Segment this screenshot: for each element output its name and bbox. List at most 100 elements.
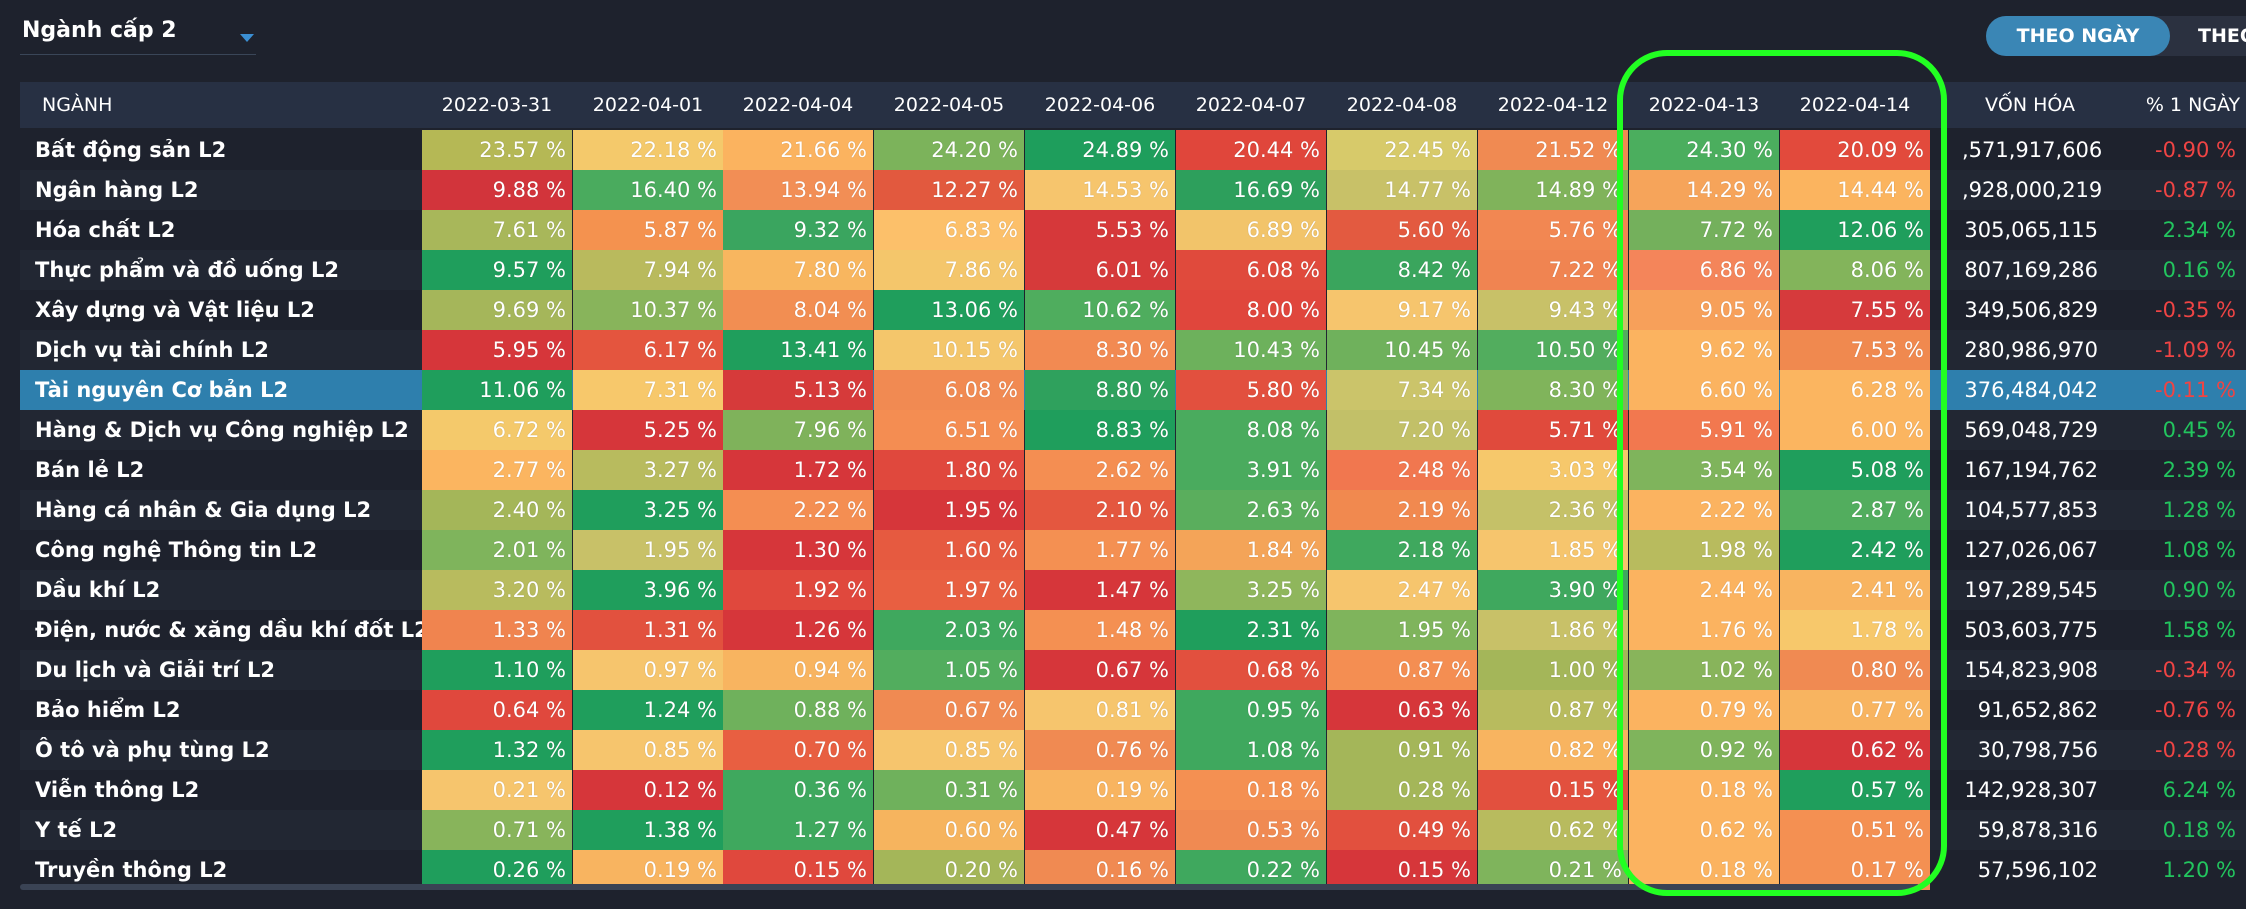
table-row[interactable]: Thực phẩm và đồ uống L2 9.57 % 7.94 % 7.80 … — [20, 250, 2246, 290]
heat-cell: 22.45 % — [1327, 130, 1477, 170]
table-row[interactable]: Bảo hiểm L2 0.64 % 1.24 % 0.88 % 0.67 % 0.81 … — [20, 690, 2246, 730]
table-row[interactable]: Dầu khí L2 3.20 % 3.96 % 1.92 % 1.97 % 1.47 %… — [20, 570, 2246, 610]
heat-cell: 11.06 % — [422, 370, 572, 410]
heat-cell: 5.91 % — [1629, 410, 1779, 450]
heat-cell: 2.03 % — [874, 610, 1024, 650]
heat-cell: 0.85 % — [874, 730, 1024, 770]
heat-cell: 0.12 % — [573, 770, 723, 810]
heat-cell: 24.30 % — [1629, 130, 1779, 170]
table-row[interactable]: Bất động sản L2 23.57 % 22.18 % 21.66 % 24.2… — [20, 130, 2246, 170]
column-header-date[interactable]: 2022-04-01 — [592, 94, 704, 116]
column-header-change[interactable]: % 1 NGÀY — [2145, 94, 2241, 116]
heat-cell: 22.18 % — [573, 130, 723, 170]
heat-cell: 2.47 % — [1327, 570, 1477, 610]
heat-cell: 1.00 % — [1478, 650, 1628, 690]
market-cap: 59,878,316 — [1977, 818, 2098, 842]
industry-name: Tài nguyên Cơ bản L2 — [35, 378, 289, 402]
column-header-date[interactable]: 2022-04-12 — [1497, 94, 1609, 116]
industry-level-dropdown[interactable]: Ngành cấp 2 — [20, 10, 256, 55]
table-row[interactable]: Ô tô và phụ tùng L2 1.32 % 0.85 % 0.70 % 0.8… — [20, 730, 2246, 770]
heat-cell: 3.25 % — [1176, 570, 1326, 610]
heat-cell: 7.55 % — [1780, 290, 1930, 330]
highlight-outline — [1617, 50, 1947, 896]
heat-cell: 0.18 % — [1176, 770, 1326, 810]
heat-cell: 8.83 % — [1025, 410, 1175, 450]
by-other-button[interactable]: THEO — [2198, 25, 2246, 47]
heat-cell: 0.92 % — [1629, 730, 1779, 770]
table-row[interactable]: Hàng cá nhân & Gia dụng L2 2.40 % 3.25 % 2.… — [20, 490, 2246, 530]
heat-cell: 0.49 % — [1327, 810, 1477, 850]
heat-cell: 3.03 % — [1478, 450, 1628, 490]
column-header-date[interactable]: 2022-04-07 — [1195, 94, 1307, 116]
column-header-nganh[interactable]: NGÀNH — [42, 94, 113, 116]
table-row[interactable]: Công nghệ Thông tin L2 2.01 % 1.95 % 1.30 %… — [20, 530, 2246, 570]
daily-change: 1.58 % — [2162, 618, 2236, 642]
table-row[interactable]: Hóa chất L2 7.61 % 5.87 % 9.32 % 6.83 % 5.53 … — [20, 210, 2246, 250]
industry-name: Truyền thông L2 — [35, 858, 228, 882]
daily-change: 1.20 % — [2162, 858, 2236, 882]
heat-cell: 7.86 % — [874, 250, 1024, 290]
heat-cell: 1.38 % — [573, 810, 723, 850]
market-cap: 197,289,545 — [1964, 578, 2098, 602]
heat-cell: 0.51 % — [1780, 810, 1930, 850]
market-cap: 569,048,729 — [1964, 418, 2098, 442]
period-toggle[interactable]: THEO NGÀY THEO — [1986, 16, 2246, 56]
heat-cell: 8.00 % — [1176, 290, 1326, 330]
column-header-von-hoa[interactable]: VỐN HÓA — [1984, 94, 2076, 116]
heat-cell: 8.30 % — [1478, 370, 1628, 410]
heat-cell: 0.79 % — [1629, 690, 1779, 730]
industry-name: Hàng & Dịch vụ Công nghiệp L2 — [35, 418, 409, 442]
industry-name: Xây dựng và Vật liệu L2 — [35, 298, 315, 322]
column-header-date[interactable]: 2022-04-05 — [893, 94, 1005, 116]
heat-cell: 6.01 % — [1025, 250, 1175, 290]
heat-cell: 2.41 % — [1780, 570, 1930, 610]
heat-cell: 2.31 % — [1176, 610, 1326, 650]
column-header-date[interactable]: 2022-03-31 — [441, 94, 553, 116]
daily-change: 0.18 % — [2162, 818, 2236, 842]
heat-cell: 1.78 % — [1780, 610, 1930, 650]
column-header-date[interactable]: 2022-04-14 — [1799, 94, 1911, 116]
table-row[interactable]: Tài nguyên Cơ bản L2 11.06 % 7.31 % 5.13 % 6… — [20, 370, 2246, 410]
heat-cell: 1.95 % — [1327, 610, 1477, 650]
column-header-date[interactable]: 2022-04-06 — [1044, 94, 1156, 116]
heat-cell: 13.94 % — [723, 170, 873, 210]
heat-cell: 2.87 % — [1780, 490, 1930, 530]
heat-cell: 2.63 % — [1176, 490, 1326, 530]
table-row[interactable]: Du lịch và Giải trí L2 1.10 % 0.97 % 0.94 %… — [20, 650, 2246, 690]
column-header-date[interactable]: 2022-04-08 — [1346, 94, 1458, 116]
heat-cell: 2.77 % — [422, 450, 572, 490]
heat-cell: 5.08 % — [1780, 450, 1930, 490]
table-row[interactable]: Viễn thông L2 0.21 % 0.12 % 0.36 % 0.31 % 0.1… — [20, 770, 2246, 810]
market-cap: 91,652,862 — [1977, 698, 2098, 722]
column-header-date[interactable]: 2022-04-13 — [1648, 94, 1760, 116]
heat-cell: 1.84 % — [1176, 530, 1326, 570]
table-row[interactable]: Hàng & Dịch vụ Công nghiệp L2 6.72 % 5.25 … — [20, 410, 2246, 450]
table-row[interactable]: Điện, nước & xăng dầu khí đốt L2 1.33 % 1.… — [20, 610, 2246, 650]
market-cap: 104,577,853 — [1964, 498, 2098, 522]
table-row[interactable]: Xây dựng và Vật liệu L2 9.69 % 10.37 % 8.04… — [20, 290, 2246, 330]
table-row[interactable]: Dịch vụ tài chính L2 5.95 % 6.17 % 13.41 % 1… — [20, 330, 2246, 370]
table-row[interactable]: Bán lẻ L2 2.77 % 3.27 % 1.72 % 1.80 % 2.62 % 3… — [20, 450, 2246, 490]
heat-cell: 7.72 % — [1629, 210, 1779, 250]
heat-cell: 1.95 % — [874, 490, 1024, 530]
market-cap: 305,065,115 — [1964, 218, 2098, 242]
industry-name: Hóa chất L2 — [35, 218, 176, 242]
table-row[interactable]: Y tế L2 0.71 % 1.38 % 1.27 % 0.60 % 0.47 % 0.5… — [20, 810, 2246, 850]
horizontal-scrollbar[interactable] — [20, 884, 1920, 890]
industry-name: Bán lẻ L2 — [35, 458, 145, 482]
industry-name: Ô tô và phụ tùng L2 — [35, 738, 270, 762]
heat-cell: 8.06 % — [1780, 250, 1930, 290]
market-cap: 127,026,067 — [1964, 538, 2098, 562]
heat-cell: 1.60 % — [874, 530, 1024, 570]
heat-cell: 2.36 % — [1478, 490, 1628, 530]
market-cap: 349,506,829 — [1964, 298, 2098, 322]
table-row[interactable]: Ngân hàng L2 9.88 % 16.40 % 13.94 % 12.27 % 1… — [20, 170, 2246, 210]
column-header-date[interactable]: 2022-04-04 — [742, 94, 854, 116]
industry-name: Dịch vụ tài chính L2 — [35, 338, 269, 362]
heat-cell: 14.77 % — [1327, 170, 1477, 210]
heat-cell: 0.60 % — [874, 810, 1024, 850]
heat-cell: 2.40 % — [422, 490, 572, 530]
by-day-button[interactable]: THEO NGÀY — [1986, 16, 2170, 56]
heat-cell: 14.44 % — [1780, 170, 1930, 210]
heat-cell: 10.45 % — [1327, 330, 1477, 370]
